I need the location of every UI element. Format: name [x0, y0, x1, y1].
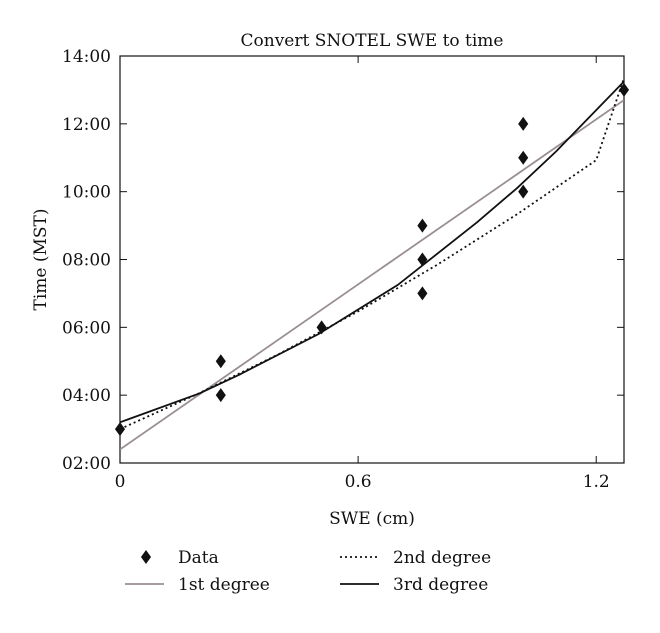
data-point	[114, 422, 126, 437]
data-point	[417, 252, 428, 267]
y-tick-label: 14:00	[62, 47, 111, 67]
data-point	[518, 184, 529, 199]
fit-line-1st-degree	[120, 99, 624, 451]
y-tick-label: 02:00	[62, 454, 111, 474]
legend-label: 3rd degree	[393, 575, 488, 595]
y-tick-label: 04:00	[62, 386, 111, 406]
y-tick-label: 10:00	[62, 183, 111, 203]
chart-title: Convert SNOTEL SWE to time	[241, 31, 504, 51]
y-tick-label: 12:00	[62, 115, 111, 135]
data-point	[215, 388, 226, 403]
data-point	[417, 286, 428, 301]
data-point	[316, 320, 327, 335]
y-axis-label: Time (MST)	[31, 208, 51, 310]
x-axis-label: SWE (cm)	[329, 509, 415, 529]
fit-line-2nd-degree	[120, 77, 624, 430]
legend-marker-data	[140, 550, 152, 564]
x-tick-label: 1.2	[583, 472, 610, 492]
x-tick-label: 0	[115, 472, 126, 492]
data-point	[518, 116, 529, 131]
data-point	[417, 218, 428, 233]
plot-frame	[119, 55, 625, 464]
legend-label: 1st degree	[178, 575, 270, 595]
y-tick-label: 06:00	[62, 318, 111, 338]
legend-label: 2nd degree	[393, 548, 491, 568]
y-tick-label: 08:00	[62, 251, 111, 271]
data-point	[618, 82, 630, 97]
data-point	[518, 150, 529, 165]
data-point	[215, 354, 226, 369]
legend-label: Data	[178, 548, 219, 568]
fit-line-3rd-degree	[120, 80, 624, 424]
x-tick-label: 0.6	[345, 472, 372, 492]
